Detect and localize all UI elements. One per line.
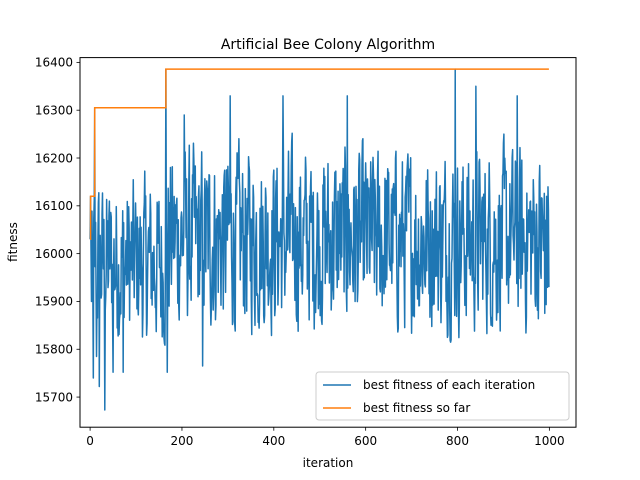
x-axis-label: iteration [303, 456, 354, 470]
y-tick-label: 15700 [35, 390, 73, 404]
legend-label-series-0: best fitness of each iteration [363, 378, 535, 392]
y-tick-label: 16000 [35, 247, 73, 261]
x-tick-label: 200 [171, 434, 194, 448]
plot-area [79, 57, 577, 428]
y-tick-label: 16200 [35, 151, 73, 165]
x-tick-label: 600 [354, 434, 377, 448]
x-tick-label: 1000 [534, 434, 565, 448]
y-tick-label: 16300 [35, 103, 73, 117]
legend-label-series-1: best fitness so far [363, 401, 470, 415]
plot-frame [79, 57, 577, 428]
x-axis: 0 200 400 600 800 1000 [86, 427, 565, 448]
x-tick-label: 800 [446, 434, 469, 448]
x-tick-label: 0 [86, 434, 94, 448]
y-tick-label: 15900 [35, 295, 73, 309]
y-axis-label: fitness [6, 222, 20, 262]
y-tick-label: 15800 [35, 343, 73, 357]
series-layer [89, 68, 550, 411]
series-line-best-fitness-each-iteration [89, 68, 550, 411]
legend: best fitness of each iteration best fitn… [315, 371, 570, 421]
chart-title: Artificial Bee Colony Algorithm [221, 37, 435, 53]
series-line-best-fitness-so-far [89, 68, 549, 241]
x-tick-label: 400 [262, 434, 285, 448]
y-tick-label: 16100 [35, 199, 73, 213]
y-tick-label: 16400 [35, 56, 73, 70]
legend-box [315, 371, 570, 421]
y-axis: 15700 15800 15900 16000 16100 16200 16300 16400 [35, 56, 80, 404]
